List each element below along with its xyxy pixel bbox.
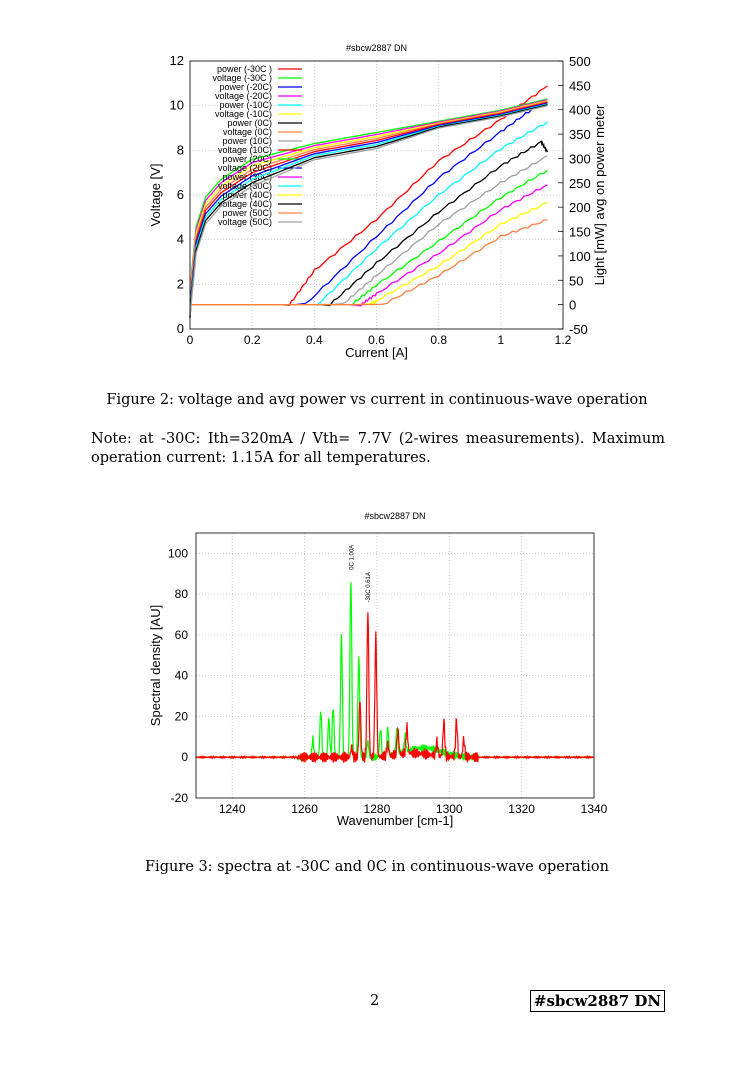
- legend-label: power (10C): [222, 136, 272, 146]
- y-tick-label: 0: [177, 321, 184, 336]
- y-tick-label: 100: [168, 546, 188, 560]
- peak-annotation: -30C 0.61A: [366, 572, 372, 602]
- legend-label: power (50C): [222, 208, 272, 218]
- y-tick-label: 2: [177, 276, 184, 291]
- spectrum-line-1: [195, 612, 595, 763]
- y2-tick-label: 400: [569, 103, 591, 118]
- series-line-y2-16: [190, 219, 548, 306]
- legend-label: voltage (0C): [223, 127, 272, 137]
- y-tick-label: 60: [175, 628, 189, 642]
- note-paragraph: Note: at -30C: Ith=320mA / Vth= 7.7V (2-…: [91, 431, 665, 466]
- legend-label: voltage (50C): [218, 217, 272, 227]
- y-axis-label: Spectral density [AU]: [148, 605, 163, 726]
- series-line-y2-6: [190, 140, 549, 307]
- chart-title: #sbcw2887 DN: [346, 43, 407, 53]
- x-tick-label: 1340: [581, 802, 608, 816]
- legend-label: power (40C): [222, 190, 272, 200]
- y-tick-label: 40: [175, 669, 189, 683]
- y2-tick-label: 100: [569, 249, 591, 264]
- x-tick-label: 1300: [436, 802, 463, 816]
- x-tick-label: 0: [187, 333, 194, 347]
- x-tick-label: 1320: [508, 802, 535, 816]
- plot-frame: [195, 532, 595, 799]
- page-number: 2: [370, 993, 380, 1009]
- y-tick-label: 12: [170, 53, 184, 68]
- y2-tick-label: 150: [569, 225, 591, 240]
- legend-label: power (20C): [222, 154, 272, 164]
- legend-label: power (30C): [222, 172, 272, 182]
- x-axis-label: Wavenumber [cm-1]: [337, 813, 454, 828]
- legend-label: voltage (10C): [218, 145, 272, 155]
- y2-tick-label: 250: [569, 176, 591, 191]
- legend-label: power (-10C): [219, 100, 272, 110]
- y-tick-label: 0: [181, 750, 188, 764]
- y2-tick-label: 300: [569, 151, 591, 166]
- legend-label: voltage (40C): [218, 199, 272, 209]
- y2-tick-label: 350: [569, 127, 591, 142]
- x-tick-label: 0.4: [306, 333, 323, 347]
- x-tick-label: 1260: [291, 802, 318, 816]
- y2-tick-label: 200: [569, 200, 591, 215]
- x-tick-label: 1: [497, 333, 504, 347]
- x-tick-label: 1280: [364, 802, 391, 816]
- y2-axis-label: Light [mW] avg on power meter: [592, 104, 607, 285]
- x-tick-label: 0.2: [244, 333, 261, 347]
- chart-title: #sbcw2887 DN: [364, 511, 425, 521]
- y2-tick-label: 0: [569, 298, 576, 313]
- legend-label: voltage (-30C ): [212, 73, 272, 83]
- legend-label: voltage (-10C): [215, 109, 272, 119]
- figure-3-caption: Figure 3: spectra at -30C and 0C in cont…: [145, 859, 609, 875]
- legend-label: voltage (20C): [218, 163, 272, 173]
- y2-tick-label: 50: [569, 273, 583, 288]
- series-line-y-17: [189, 105, 548, 318]
- x-tick-label: 0.8: [430, 333, 447, 347]
- legend-label: power (-30C ): [217, 64, 272, 74]
- x-tick-label: 1240: [219, 802, 246, 816]
- y-tick-label: 20: [175, 709, 189, 723]
- y-tick-label: 8: [177, 142, 184, 157]
- legend-label: power (0C): [227, 118, 272, 128]
- y2-tick-label: 500: [569, 54, 591, 69]
- y-tick-label: 4: [177, 232, 184, 247]
- figure-2-caption: Figure 2: voltage and avg power vs curre…: [106, 392, 648, 408]
- x-tick-label: 1.2: [555, 333, 572, 347]
- y-axis-label: Voltage [V]: [148, 164, 163, 227]
- peak-annotation: 0C 1.00A: [350, 545, 356, 570]
- spectrum-line-0: [195, 582, 594, 763]
- y-tick-label: 80: [175, 587, 189, 601]
- x-axis-label: Current [A]: [345, 345, 408, 360]
- document-tag-box: #sbcw2887 DN: [530, 990, 665, 1012]
- y2-tick-label: -50: [569, 322, 588, 337]
- y-tick-label: 6: [177, 187, 184, 202]
- y-tick-label: -20: [171, 791, 189, 805]
- y-tick-label: 10: [170, 98, 184, 113]
- legend-label: power (-20C): [219, 82, 272, 92]
- y2-tick-label: 450: [569, 78, 591, 93]
- series-line-y2-0: [190, 85, 548, 307]
- plot-frame: [189, 60, 564, 330]
- x-tick-label: 0.6: [368, 333, 385, 347]
- legend-label: voltage (30C): [218, 181, 272, 191]
- legend-label: voltage (-20C): [215, 91, 272, 101]
